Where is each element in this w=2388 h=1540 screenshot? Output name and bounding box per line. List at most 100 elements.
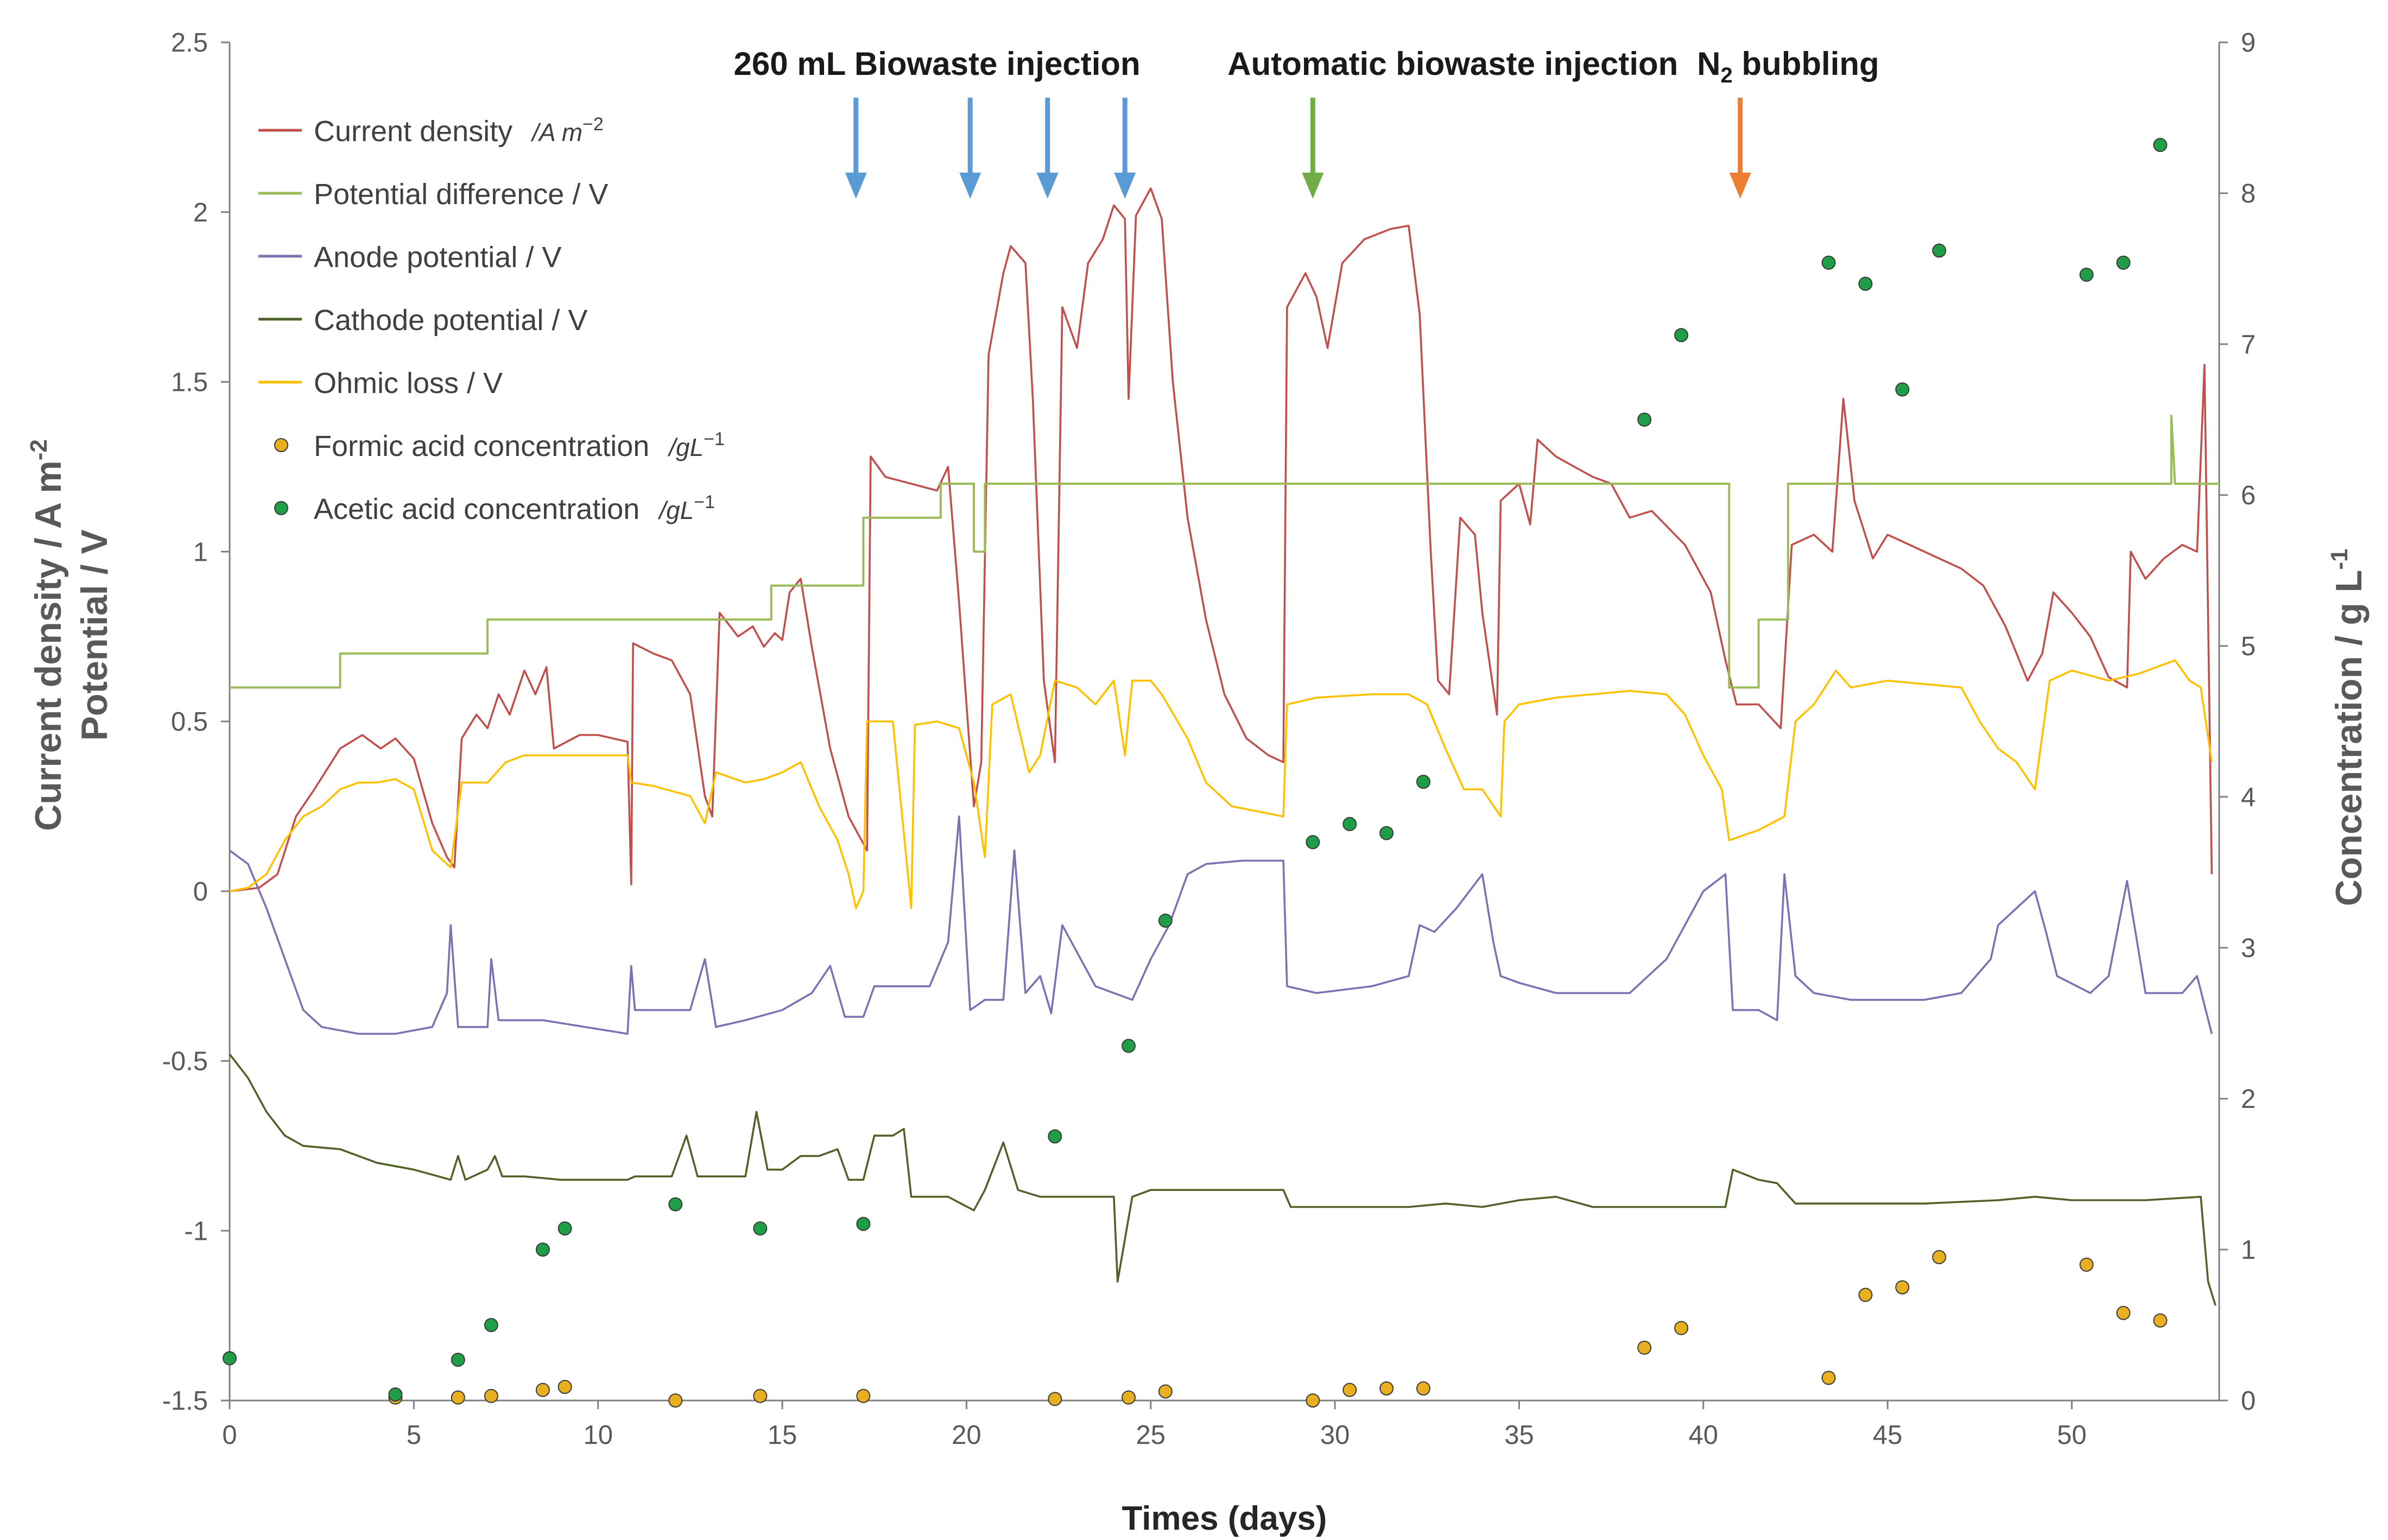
point-acetic <box>2079 268 2094 282</box>
y-right-tick-label: 0 <box>2241 1386 2256 1416</box>
x-tick-label: 40 <box>1689 1421 1719 1450</box>
series-line-anode <box>229 815 2213 1035</box>
y-left-tick-label: 1.5 <box>171 368 208 397</box>
y-right-tick-label: 8 <box>2241 179 2256 208</box>
annotation-arrow-head <box>1729 173 1751 199</box>
point-formic <box>2153 1313 2168 1328</box>
legend-swatch-formic <box>274 438 288 452</box>
point-formic <box>2079 1257 2094 1272</box>
legend-label-anode: Anode potential / V <box>314 241 561 274</box>
point-formic <box>451 1390 465 1405</box>
point-acetic <box>1342 817 1357 832</box>
point-acetic <box>1158 913 1173 928</box>
y-left-tick-label: 2.5 <box>171 28 208 58</box>
legend-swatch-acetic <box>274 501 288 515</box>
annotation-tail: bubbling <box>1733 46 1879 82</box>
plot-series <box>229 187 2219 1306</box>
y-right-tick-label: 4 <box>2241 783 2256 812</box>
point-acetic <box>1637 413 1652 427</box>
x-tick-label: 50 <box>2057 1421 2087 1450</box>
y-left-tick-label: 1 <box>193 537 208 567</box>
point-formic <box>535 1383 550 1397</box>
point-formic <box>1122 1390 1136 1405</box>
point-acetic <box>1122 1038 1136 1053</box>
point-formic <box>2116 1305 2131 1320</box>
x-tick-label: 30 <box>1320 1421 1350 1450</box>
point-acetic <box>451 1352 465 1367</box>
y-right-tick-label: 3 <box>2241 934 2256 963</box>
point-acetic <box>1895 382 1910 397</box>
y-axis-left-title-line2: Potential / V <box>74 529 115 740</box>
y-right-tick-label: 1 <box>2241 1235 2256 1265</box>
point-acetic <box>388 1387 403 1402</box>
annotation-subscript: 2 <box>1721 64 1733 87</box>
point-acetic <box>1932 243 1947 258</box>
point-acetic <box>856 1216 871 1231</box>
legend-unit-superscript: −1 <box>694 492 715 512</box>
point-acetic <box>535 1243 550 1257</box>
point-acetic <box>2116 255 2131 270</box>
point-formic <box>753 1389 768 1403</box>
x-axis-title: Times (days) <box>1122 1500 1327 1537</box>
legend-unit: /A m <box>530 118 582 147</box>
point-formic <box>1158 1384 1173 1399</box>
series-line-potdiff <box>230 415 2219 689</box>
point-acetic <box>1306 835 1320 850</box>
y-right-tick-label: 6 <box>2241 481 2256 510</box>
legend-unit-superscript: −2 <box>582 114 604 135</box>
point-acetic <box>1416 775 1430 789</box>
point-formic <box>1637 1340 1652 1355</box>
point-acetic <box>1379 826 1394 840</box>
point-acetic <box>753 1221 768 1236</box>
y-left-tick-label: -0.5 <box>162 1047 208 1076</box>
y-right-tick-label: 9 <box>2241 28 2256 58</box>
legend-unit: /gL <box>667 433 704 461</box>
point-acetic <box>1821 255 1836 270</box>
annotation-arrow-head <box>1114 173 1136 199</box>
point-acetic <box>2153 138 2168 153</box>
point-acetic <box>558 1221 572 1236</box>
point-formic <box>1895 1280 1910 1295</box>
y-left-tick-label: -1.5 <box>162 1386 208 1416</box>
y-right-tick-label: 7 <box>2241 330 2256 359</box>
point-formic <box>1674 1321 1689 1335</box>
annotation-label-1: Automatic biowaste injection <box>1227 46 1678 82</box>
series-line-current <box>229 187 2213 892</box>
x-tick-label: 25 <box>1136 1421 1166 1450</box>
y-left-tick-label: 2 <box>193 198 208 227</box>
legend-unit: /gL <box>657 496 694 524</box>
y-axis-right-title-superscript: -1 <box>2326 549 2353 570</box>
y-axis-left-title-line1: Current density / A m-2 <box>26 439 69 831</box>
point-formic <box>856 1389 871 1403</box>
annotation-arrow-head <box>845 173 867 199</box>
annotation-label-0: 260 mL Biowaste injection <box>734 46 1141 82</box>
point-formic <box>1379 1381 1394 1396</box>
annotation-arrow-head <box>959 173 981 199</box>
y-left-tick-label: 0.5 <box>171 707 208 737</box>
point-acetic <box>1048 1129 1062 1144</box>
point-acetic <box>1858 276 1873 291</box>
point-acetic <box>668 1197 683 1212</box>
point-formic <box>1858 1288 1873 1302</box>
legend-label-current: Current density/A m−2 <box>314 114 604 148</box>
x-tick-label: 10 <box>583 1421 613 1450</box>
legend-unit-superscript: −1 <box>704 429 725 449</box>
series-line-cathode <box>229 1053 2216 1306</box>
series-line-ohmic <box>229 659 2213 909</box>
y-right-tick-label: 2 <box>2241 1085 2256 1114</box>
y-left-tick-label: 0 <box>193 877 208 907</box>
point-formic <box>558 1379 572 1394</box>
y-axis-right-title: Concentration / g L-1 <box>2326 549 2370 907</box>
point-formic <box>668 1393 683 1408</box>
legend-label-ohmic: Ohmic loss / V <box>314 367 503 400</box>
point-formic <box>1342 1383 1357 1397</box>
point-formic <box>1821 1371 1836 1385</box>
x-tick-label: 45 <box>1873 1421 1903 1450</box>
y-right-tick-label: 5 <box>2241 632 2256 661</box>
y-axis-left-title-superscript: -2 <box>26 439 52 460</box>
point-formic <box>1416 1381 1430 1396</box>
point-formic <box>1048 1392 1062 1406</box>
point-acetic <box>484 1318 498 1332</box>
